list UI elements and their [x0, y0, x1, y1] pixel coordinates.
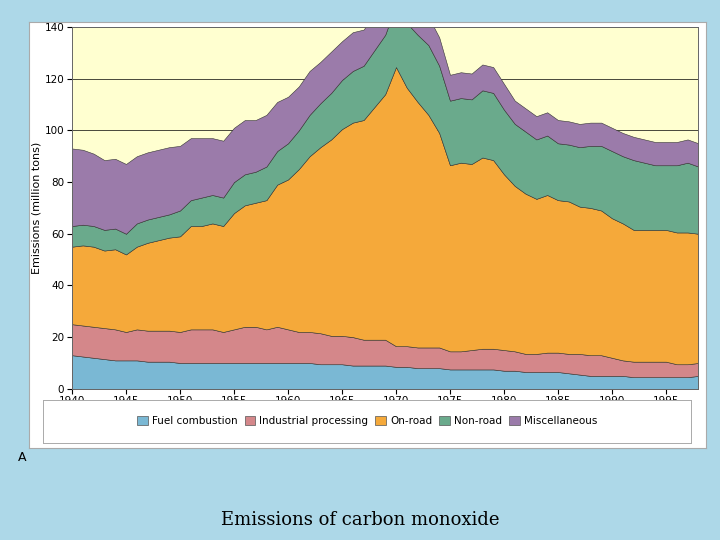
- Legend: Fuel combustion, Industrial processing, On-road, Non-road, Miscellaneous: Fuel combustion, Industrial processing, …: [133, 412, 601, 430]
- Y-axis label: Emissions (million tons): Emissions (million tons): [32, 142, 42, 274]
- X-axis label: Year: Year: [374, 409, 397, 419]
- Text: A: A: [18, 451, 27, 464]
- Text: Emissions of carbon monoxide: Emissions of carbon monoxide: [221, 511, 499, 529]
